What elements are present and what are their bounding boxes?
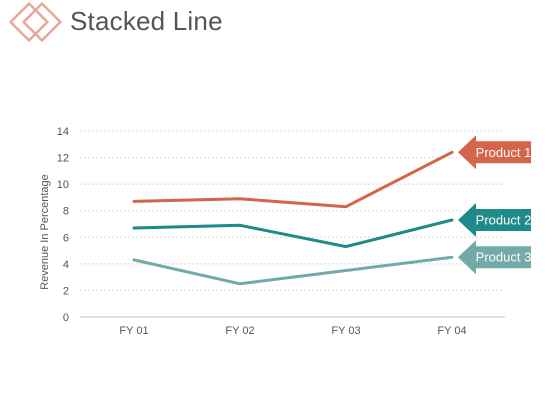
y-tick-label: 12 bbox=[57, 153, 69, 165]
y-tick-label: 6 bbox=[63, 232, 69, 244]
series-lines bbox=[132, 150, 454, 286]
series-line-3 bbox=[132, 255, 454, 286]
x-tick-label: FY 02 bbox=[225, 325, 254, 337]
y-axis-label: Revenue In Percentage bbox=[39, 174, 51, 290]
y-tick-label: 10 bbox=[57, 179, 69, 191]
x-tick-label: FY 03 bbox=[331, 325, 360, 337]
series-line-2 bbox=[132, 218, 454, 249]
callout-arrow-2 bbox=[458, 203, 531, 238]
callout-label-3: Product 3 bbox=[476, 250, 532, 265]
diamond-logo-icon bbox=[8, 1, 63, 43]
series-line-1 bbox=[132, 150, 454, 209]
x-axis-ticks: FY 01 FY 02 FY 03 FY 04 bbox=[119, 325, 466, 337]
x-tick-label: FY 04 bbox=[437, 325, 466, 337]
x-tick-label: FY 01 bbox=[119, 325, 148, 337]
y-tick-label: 0 bbox=[63, 312, 69, 324]
page-title: Stacked Line bbox=[70, 6, 223, 36]
y-tick-label: 2 bbox=[63, 285, 69, 297]
y-tick-label: 8 bbox=[63, 206, 69, 218]
series-callouts: Product 1 Product 2 Product 3 bbox=[458, 135, 532, 275]
y-axis-ticks: 0 2 4 6 8 10 12 14 bbox=[57, 126, 69, 324]
y-tick-label: 14 bbox=[57, 126, 69, 138]
callout-arrow-3 bbox=[458, 240, 531, 275]
y-tick-label: 4 bbox=[63, 259, 69, 271]
callout-label-1: Product 1 bbox=[476, 145, 532, 160]
callout-arrow-1 bbox=[458, 135, 531, 170]
callout-label-2: Product 2 bbox=[476, 213, 532, 228]
